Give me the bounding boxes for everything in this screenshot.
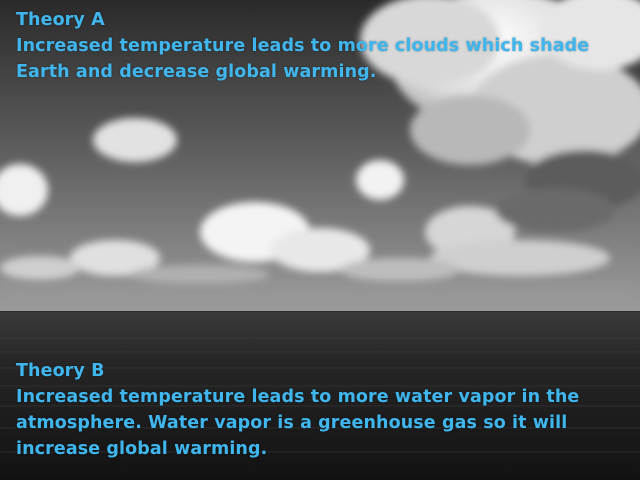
theory-a-body: Increased temperature leads to more clou… [16, 36, 590, 82]
theory-b-heading: Theory B [16, 361, 105, 381]
theory-a-heading: Theory A [16, 10, 105, 30]
theory-b-block: Theory B Increased temperature leads to … [16, 358, 616, 462]
theory-a-block: Theory A Increased temperature leads to … [16, 7, 616, 85]
theory-b-body: Increased temperature leads to more wate… [16, 387, 580, 459]
